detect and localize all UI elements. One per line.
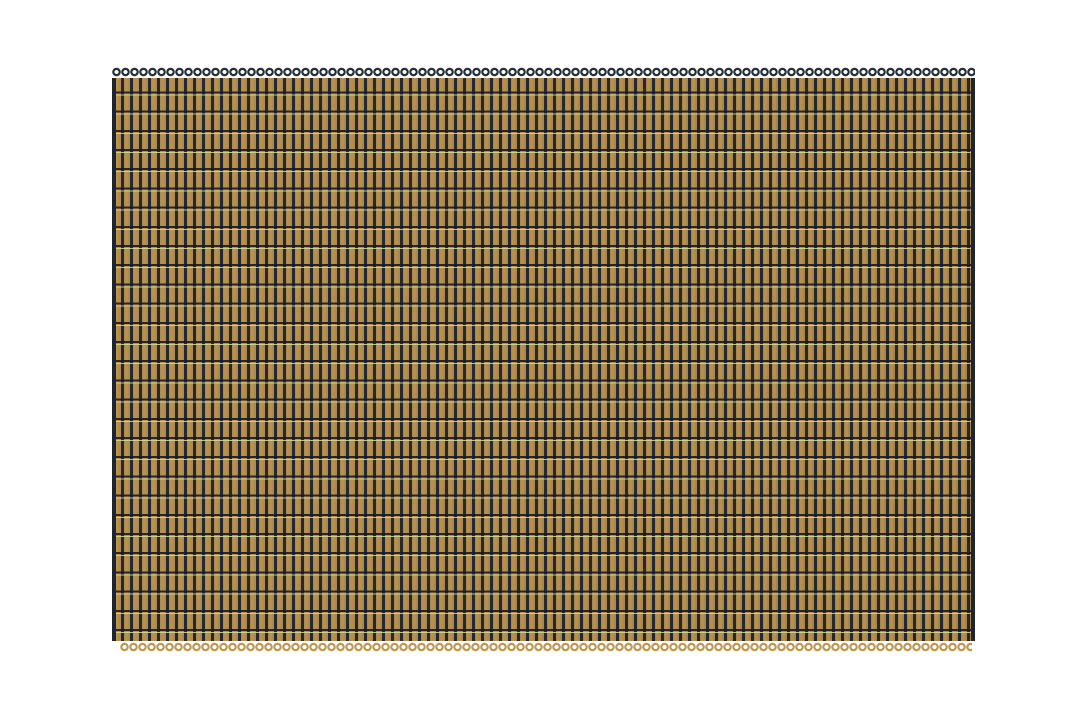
rug-top-fringe-loops [112,66,975,80]
rug-body [112,78,975,641]
rug-bottom-fringe-loops [120,639,972,653]
